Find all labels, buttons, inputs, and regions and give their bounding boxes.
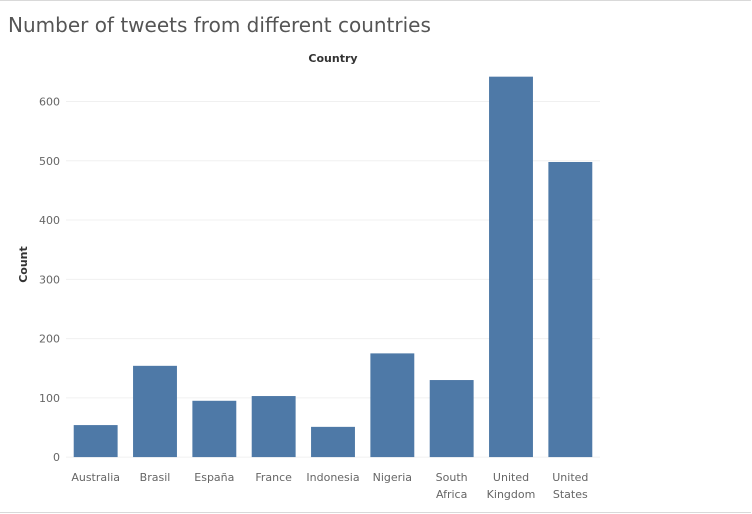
y-tick-label: 200 [39, 333, 60, 346]
y-tick-label: 500 [39, 155, 60, 168]
bar-nigeria[interactable] [370, 353, 415, 458]
column-header-country: Country [308, 52, 357, 65]
y-tick-label: 400 [39, 214, 60, 227]
x-tick-label: Brasil [140, 471, 171, 484]
bar-france[interactable] [251, 396, 296, 458]
y-tick-label: 600 [39, 96, 60, 109]
x-tick-label: United States [552, 471, 588, 501]
bar-united-kingdom[interactable] [489, 76, 533, 458]
bar-españa[interactable] [192, 400, 237, 458]
x-tick-label: Australia [71, 471, 120, 484]
x-tick-label: Indonesia [306, 471, 359, 484]
chart-title: Number of tweets from different countrie… [8, 13, 431, 37]
bar-south-africa[interactable] [429, 380, 474, 458]
y-tick-label: 300 [39, 273, 60, 286]
x-axis-ticks: Australia Brasil España France Indonesia Nige… [71, 471, 588, 501]
y-axis-ticks: 0 100 200 300 400 500 600 [39, 96, 60, 465]
x-tick-label: United Kingdom [487, 471, 536, 501]
bar-australia[interactable] [73, 425, 118, 458]
bar-brasil[interactable] [133, 365, 177, 458]
bars [73, 76, 593, 458]
y-axis-title: Count [17, 246, 30, 283]
bar-united-states[interactable] [548, 161, 593, 458]
y-tick-label: 100 [39, 392, 60, 405]
x-tick-label: España [194, 471, 234, 484]
x-tick-label: Nigeria [373, 471, 412, 484]
y-tick-label: 0 [53, 451, 60, 464]
bar-indonesia[interactable] [311, 426, 355, 458]
x-tick-label: France [255, 471, 292, 484]
x-tick-label: South Africa [436, 471, 468, 501]
